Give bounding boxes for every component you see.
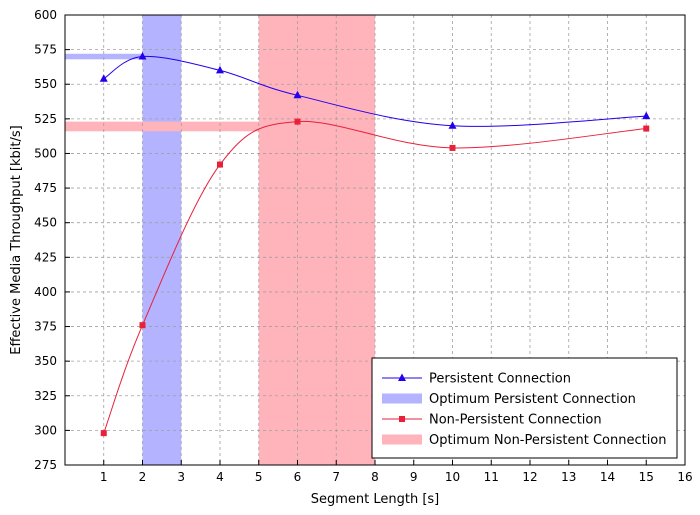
y-tick-label: 600	[34, 8, 57, 22]
legend-label: Optimum Persistent Connection	[429, 392, 636, 407]
y-tick-label: 425	[34, 250, 57, 264]
y-tick-label: 450	[34, 216, 57, 230]
y-tick-label: 325	[34, 389, 57, 403]
legend-swatch-band	[382, 393, 422, 404]
optimum-region-1-horizontal	[65, 121, 375, 132]
x-tick-label: 9	[410, 470, 418, 484]
legend: Persistent Connection Optimum Persistent …	[371, 357, 678, 459]
y-tick-label: 575	[34, 43, 57, 57]
series-0-point	[99, 74, 108, 82]
x-tick-label: 5	[255, 470, 263, 484]
x-tick-label: 13	[561, 470, 576, 484]
series-1-point	[139, 322, 146, 329]
series-0-point	[293, 90, 302, 99]
optimum-region-0-vertical	[142, 15, 182, 465]
x-tick-label: 7	[332, 470, 340, 484]
series-0-point	[448, 121, 457, 129]
y-tick-label: 350	[34, 354, 57, 368]
series-1-point	[100, 430, 107, 437]
y-tick-label: 400	[34, 285, 57, 299]
series-0-point	[138, 52, 147, 60]
y-tick-label: 550	[34, 77, 57, 91]
optimum-regions	[65, 15, 375, 465]
legend-swatch-marker	[398, 373, 406, 381]
x-tick-label: 6	[294, 470, 302, 484]
legend-label: Optimum Non-Persistent Connection	[429, 433, 667, 448]
legend-label: Persistent Connection	[429, 372, 571, 387]
y-tick-label: 500	[34, 146, 57, 160]
x-tick-label: 14	[600, 470, 615, 484]
x-tick-label: 3	[177, 470, 185, 484]
series-1-point	[643, 125, 650, 132]
x-tick-label: 4	[216, 470, 224, 484]
ticks: 1 2 3 4 5 6 7 8 9 10 11 12 13 14 15 1627530032535037540…	[34, 8, 693, 484]
legend-swatch-marker	[399, 416, 405, 422]
y-tick-label: 375	[34, 320, 57, 334]
y-tick-label: 525	[34, 112, 57, 126]
legend-swatch-band	[382, 434, 422, 445]
y-axis-label: Effective Media Throughput [kbit/s]	[9, 125, 24, 354]
x-tick-label: 11	[484, 470, 499, 484]
x-tick-label: 2	[139, 470, 147, 484]
optimum-region-1-vertical	[258, 15, 375, 465]
x-tick-label: 1	[100, 470, 108, 484]
y-tick-label: 300	[34, 423, 57, 437]
series-0-point	[216, 65, 224, 74]
x-tick-label: 10	[445, 470, 460, 484]
series-0-point	[642, 111, 651, 120]
series-group	[99, 52, 651, 437]
x-tick-label: 16	[677, 470, 692, 484]
x-axis-label: Segment Length [s]	[311, 492, 440, 507]
x-tick-label: 12	[522, 470, 537, 484]
optimum-region-0-horizontal	[65, 53, 182, 60]
legend-label: Non-Persistent Connection	[429, 413, 602, 428]
series-1-point	[449, 144, 456, 151]
x-tick-label: 15	[639, 470, 654, 484]
series-1-point	[294, 118, 301, 125]
series-1-point	[217, 161, 223, 168]
legend-box	[371, 357, 678, 459]
x-tick-label: 8	[371, 470, 379, 484]
y-tick-label: 275	[34, 458, 57, 472]
y-tick-label: 475	[34, 181, 57, 195]
